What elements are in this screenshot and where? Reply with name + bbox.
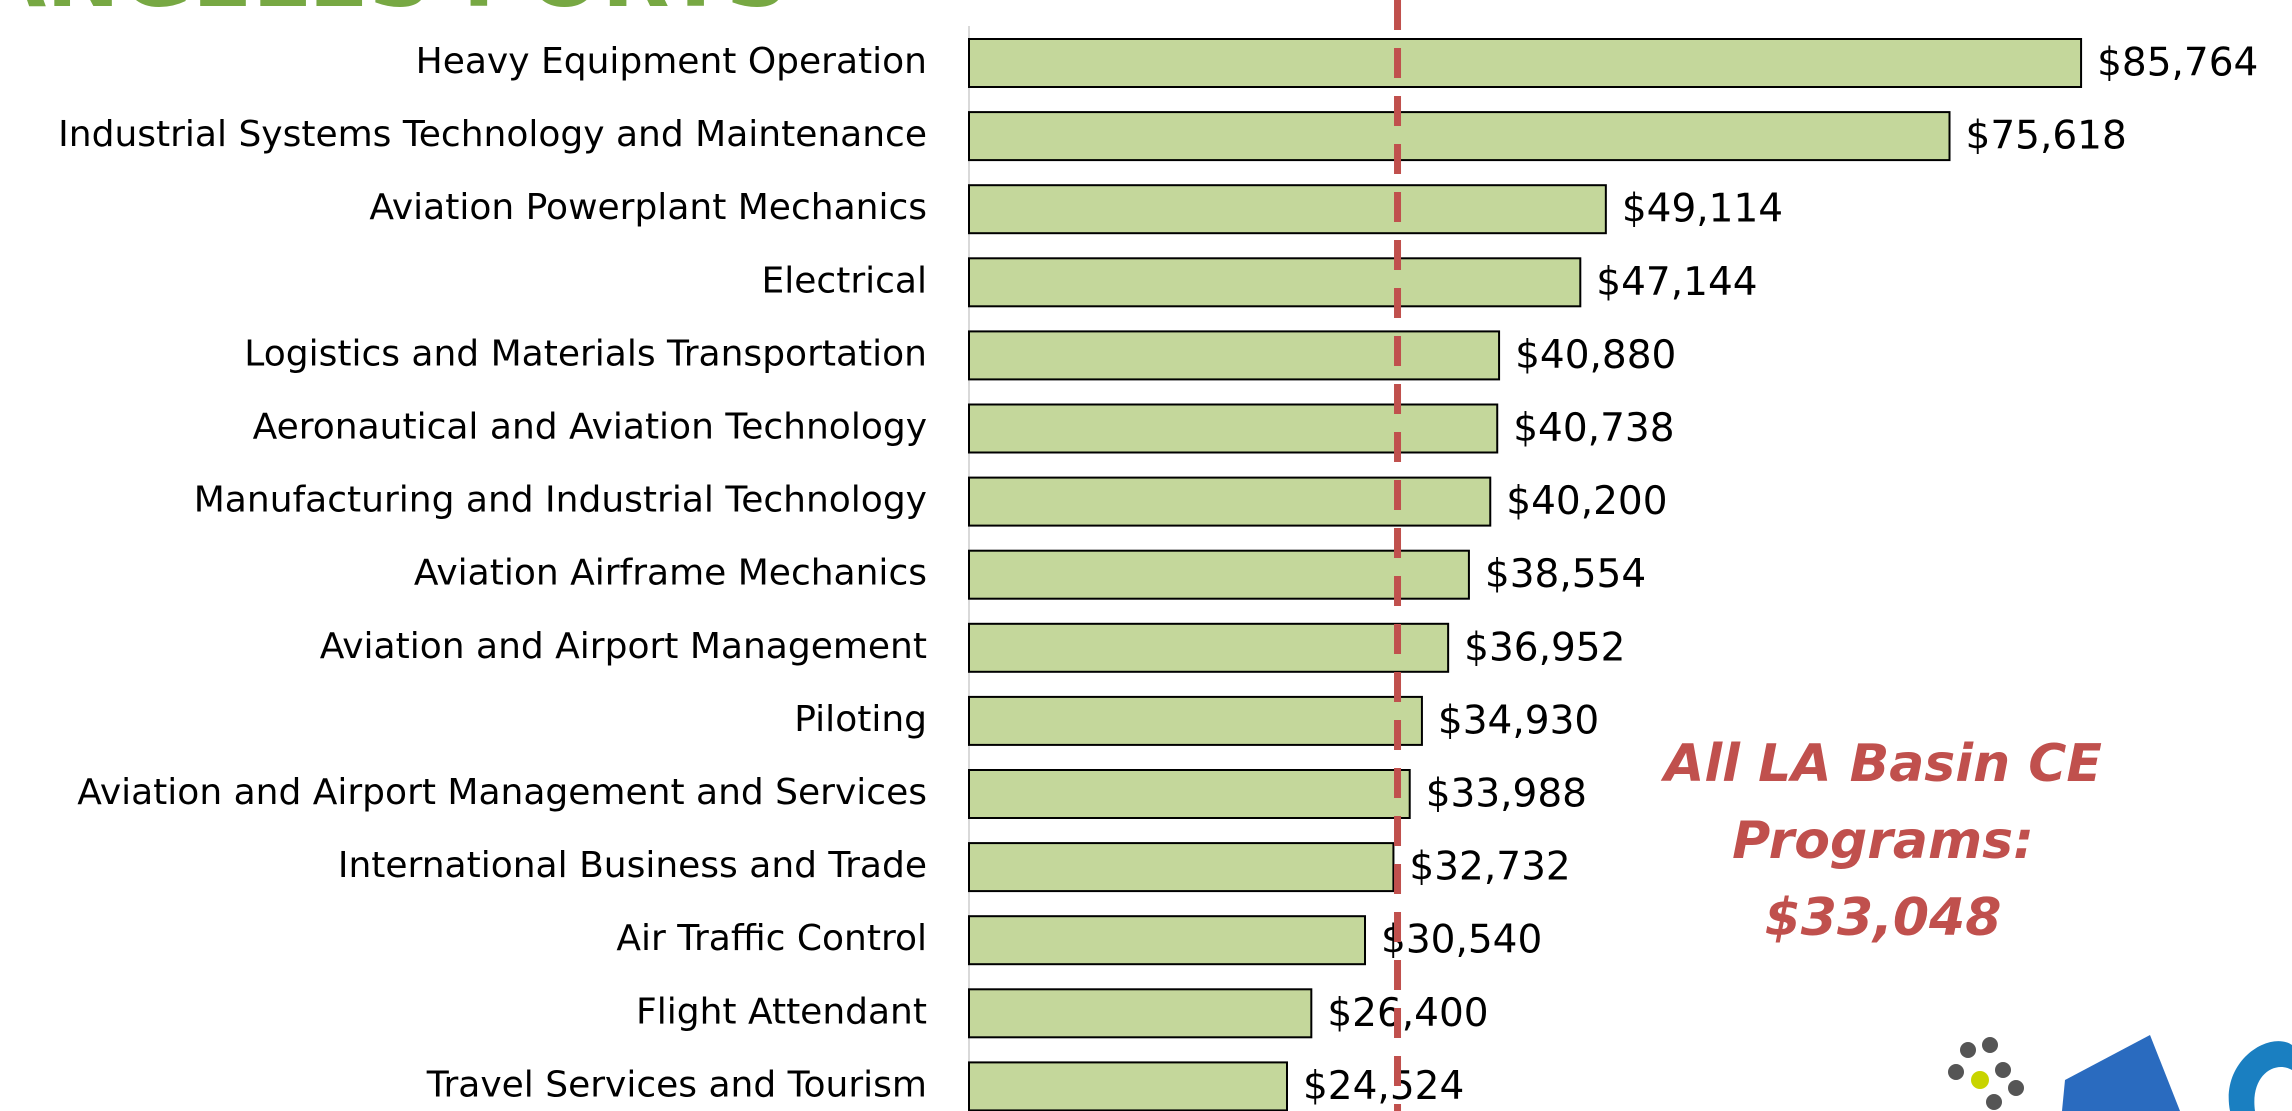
value-label: $47,144 <box>1596 260 1757 305</box>
bar <box>968 476 1492 527</box>
value-label: $40,200 <box>1506 479 1667 524</box>
category-label: Aeronautical and Aviation Technology <box>253 407 927 448</box>
bar <box>968 988 1313 1039</box>
category-label: International Business and Trade <box>338 845 927 886</box>
value-label: $38,554 <box>1485 552 1646 597</box>
category-label: Flight Attendant <box>636 991 927 1032</box>
category-label: Piloting <box>794 699 927 740</box>
category-label: Logistics and Materials Transportation <box>244 333 927 374</box>
value-label: $85,764 <box>2097 41 2258 86</box>
bar <box>968 330 1501 381</box>
annotation: Programs: <box>1732 811 2034 871</box>
bar <box>968 769 1411 819</box>
category-label: Aviation and Airport Management and Serv… <box>77 772 927 813</box>
value-label: $75,618 <box>1966 114 2127 159</box>
chart-title: LOS ANGELES PORTS <box>0 0 789 27</box>
value-label: $40,738 <box>1513 406 1674 451</box>
value-label: $32,732 <box>1409 845 1570 890</box>
annotation: $33,048 <box>1765 888 2002 948</box>
category-label: Travel Services and Tourism <box>426 1064 927 1105</box>
bar <box>968 915 1367 966</box>
category-label: Aviation Powerplant Mechanics <box>369 187 927 228</box>
value-label: $49,114 <box>1622 187 1783 232</box>
bar <box>968 622 1450 673</box>
value-label: $33,988 <box>1426 772 1587 817</box>
bar <box>968 184 1607 235</box>
bar <box>968 842 1395 893</box>
bar <box>968 403 1499 454</box>
bar <box>968 38 2083 88</box>
logos <box>1948 1035 2292 1111</box>
category-label: Aviation Airframe Mechanics <box>414 553 927 594</box>
category-label: Aviation and Airport Management <box>320 626 927 667</box>
bar <box>968 257 1582 308</box>
category-label: Electrical <box>762 260 927 301</box>
value-label: $40,880 <box>1515 333 1676 378</box>
value-label: $36,952 <box>1464 625 1625 670</box>
category-label: Heavy Equipment Operation <box>416 41 927 82</box>
value-label: $30,540 <box>1381 918 1542 963</box>
bar <box>968 695 1423 746</box>
category-label: Industrial Systems Technology and Mainte… <box>58 114 927 155</box>
bar <box>968 1061 1288 1111</box>
bar <box>968 111 1951 162</box>
category-label: Manufacturing and Industrial Technology <box>194 480 927 521</box>
bar <box>968 549 1470 600</box>
category-label: Air Traffic Control <box>616 918 927 959</box>
annotation: All LA Basin CE <box>1660 734 2102 794</box>
value-label: $26,400 <box>1327 991 1488 1036</box>
value-label: $24,524 <box>1303 1064 1464 1109</box>
value-label: $34,930 <box>1438 698 1599 743</box>
